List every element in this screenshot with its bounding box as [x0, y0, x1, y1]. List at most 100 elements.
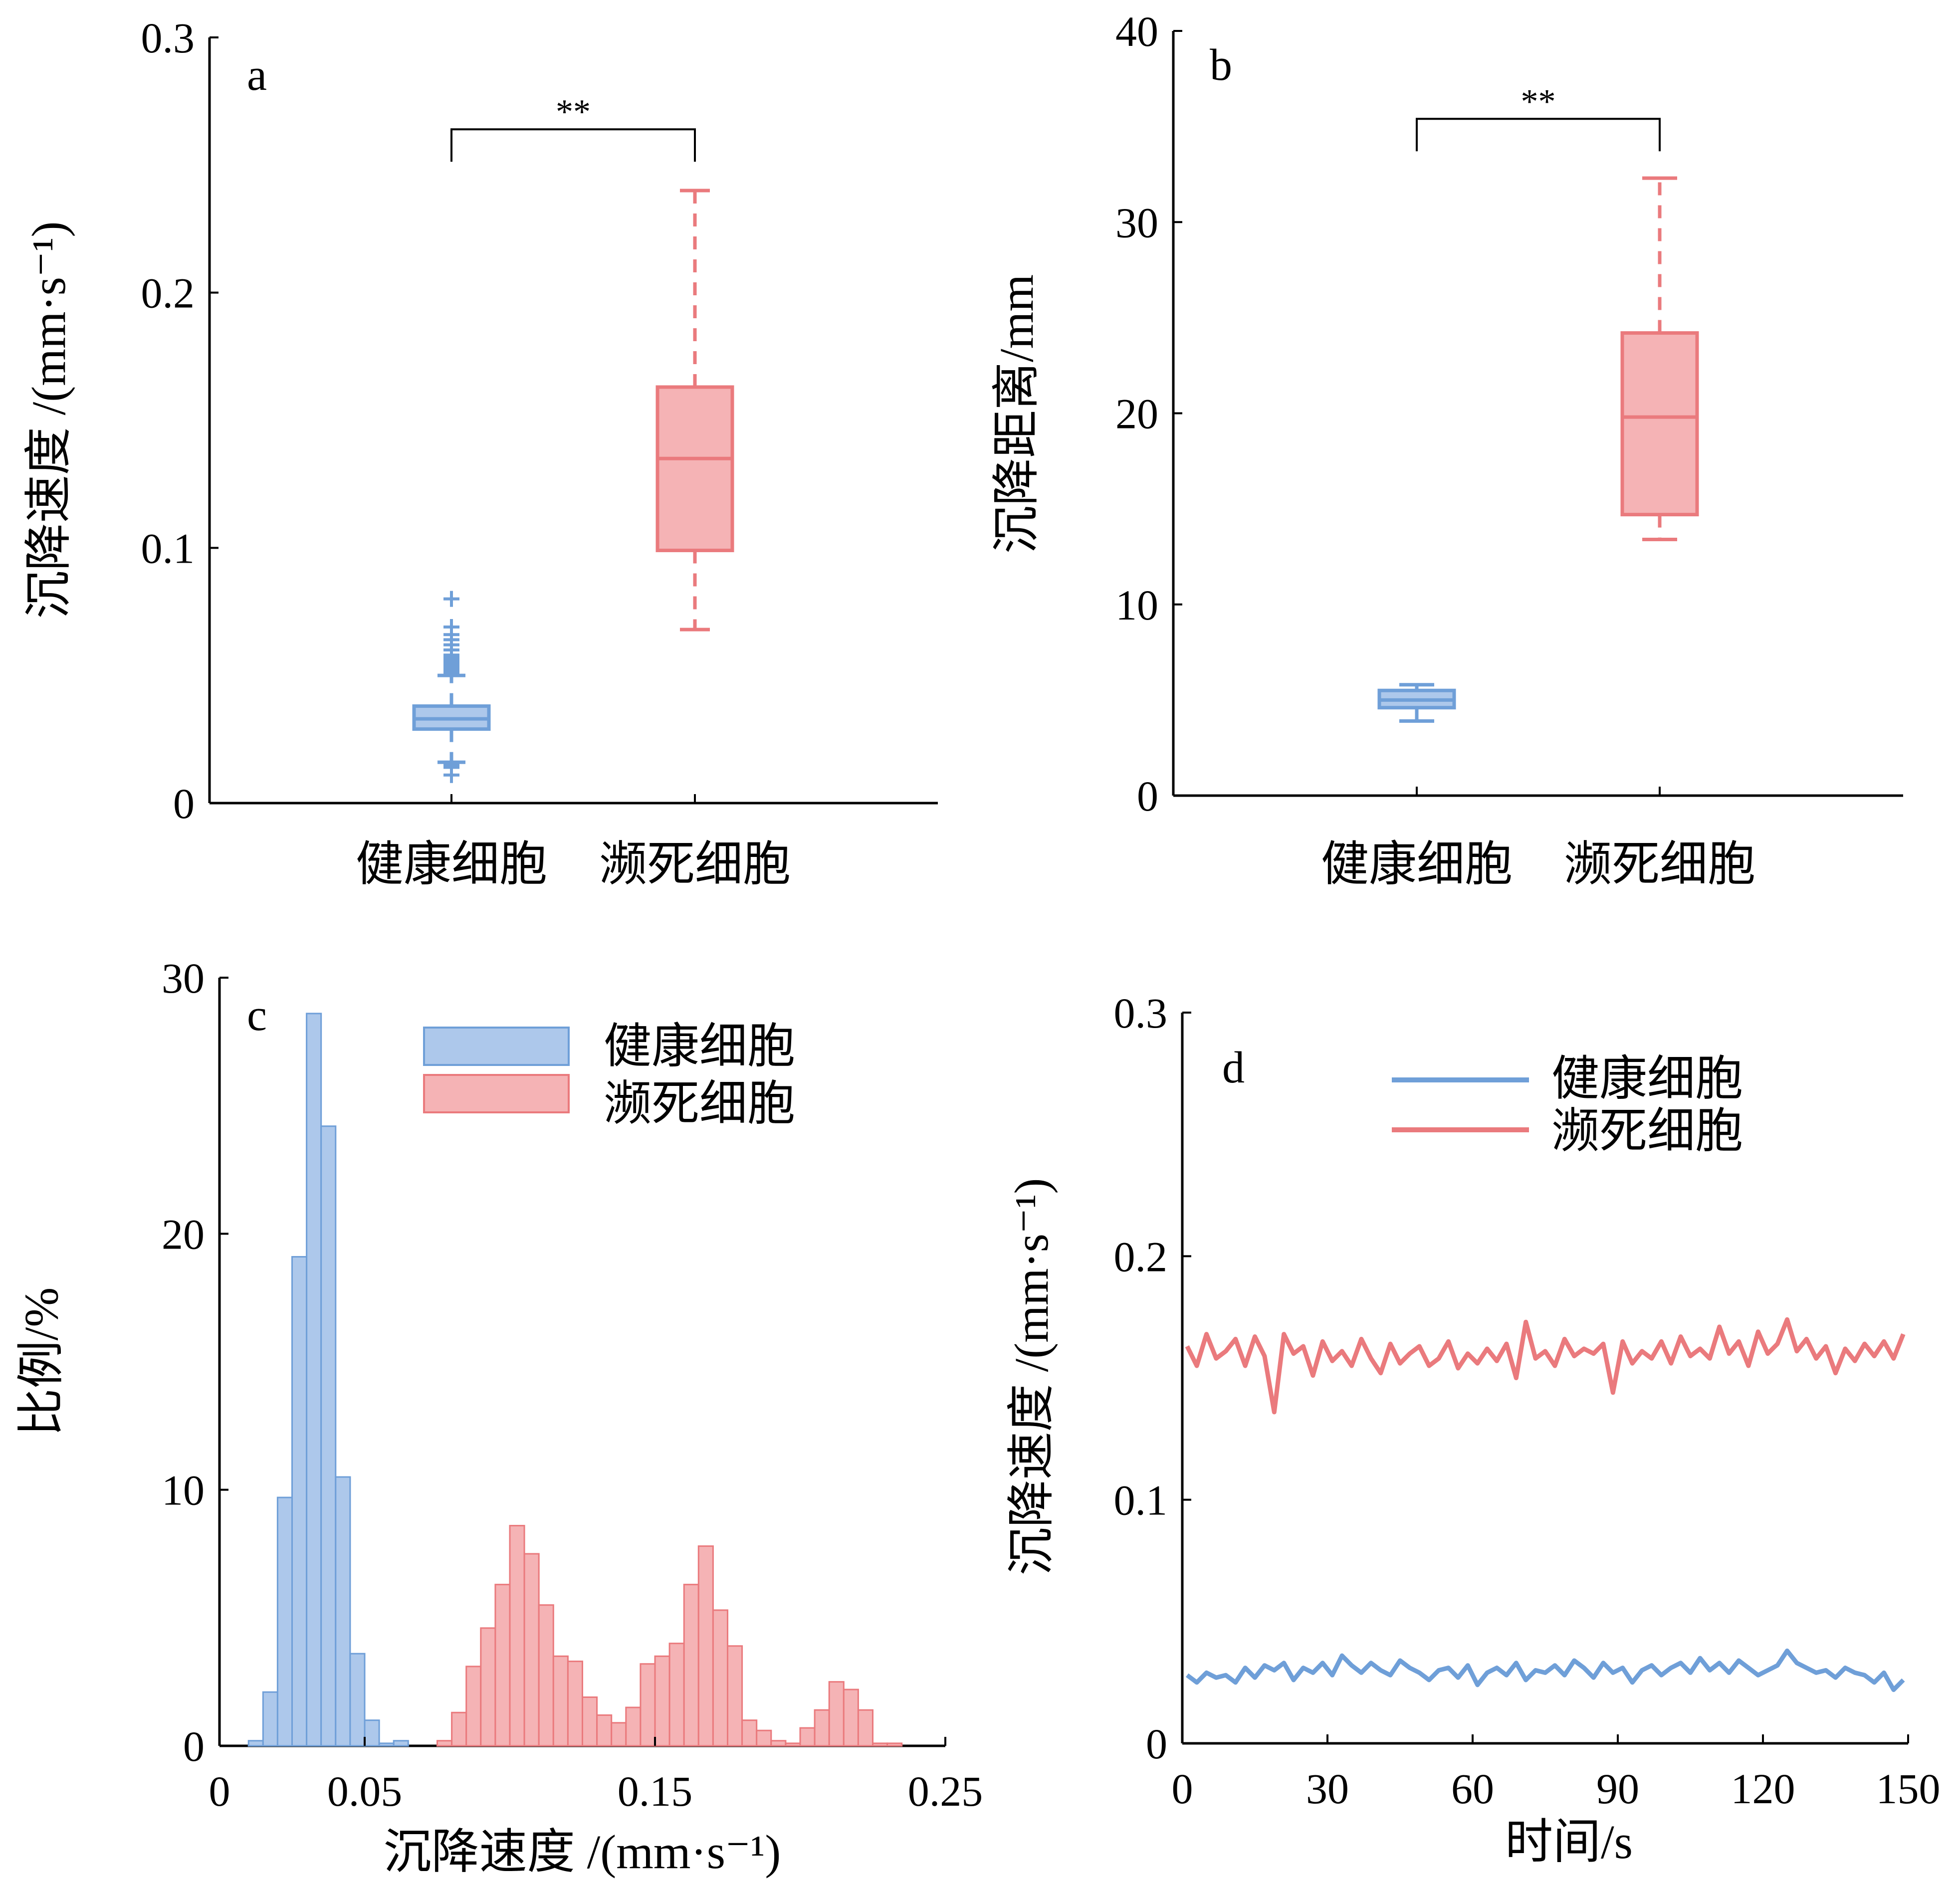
histogram-bar — [756, 1729, 772, 1747]
panel-d-lines — [1185, 1317, 1906, 1692]
histogram-bar — [668, 1643, 685, 1747]
panel-c-legend: 健康细胞 濒死细胞 — [423, 1020, 795, 1130]
histogram-bar — [378, 1742, 395, 1747]
histogram-bar — [436, 1740, 453, 1747]
y-tick-label: 0 — [1137, 772, 1158, 820]
outlier-marker — [443, 754, 459, 771]
y-tick-label: 0.3 — [1114, 989, 1168, 1037]
category-label: 健康细胞 — [356, 838, 547, 891]
box — [655, 385, 734, 552]
histogram-bar — [335, 1476, 351, 1747]
histogram-bar — [611, 1722, 627, 1747]
legend-swatch-necrotic — [423, 1074, 570, 1113]
panel-a-boxes — [412, 189, 734, 803]
histogram-bar — [872, 1742, 888, 1747]
x-tick-label: 60 — [1451, 1765, 1494, 1813]
panel-b-boxes — [1377, 176, 1699, 796]
significance-label: ** — [1521, 82, 1556, 121]
panel-b-significance: ** — [1416, 82, 1661, 152]
histogram-bar — [697, 1545, 714, 1747]
y-tick-label: 10 — [162, 1467, 205, 1514]
histogram-bar — [727, 1645, 743, 1747]
histogram-bar — [364, 1719, 380, 1747]
panel-c-bars — [247, 1013, 903, 1747]
histogram-bar — [770, 1740, 787, 1747]
panel-a-letter: a — [247, 50, 267, 100]
histogram-bar — [538, 1604, 554, 1747]
histogram-bar — [509, 1525, 525, 1747]
panel-c-x-label: 沉降速度 /(mm·s⁻¹) — [384, 1825, 781, 1879]
x-tick-label: 150 — [1876, 1765, 1941, 1813]
y-tick-label: 30 — [1115, 199, 1158, 246]
y-tick-label: 0.3 — [141, 14, 195, 62]
panel-b-y-label: 沉降距离/mm — [990, 274, 1043, 554]
panel-b-y-ticks: 0 10 20 30 40 — [1115, 7, 1182, 820]
histogram-bar — [552, 1655, 569, 1747]
panel-a: a 沉降速度 /(mm·s⁻¹) 0 0.1 0.2 0.3 ** 健康细胞 濒死细胞 — [22, 14, 938, 891]
y-tick-label: 0.1 — [141, 524, 195, 572]
significance-bracket — [450, 128, 696, 162]
panel-a-significance: ** — [450, 93, 696, 162]
box — [1620, 331, 1699, 517]
histogram-bar — [291, 1256, 308, 1747]
significance-label: ** — [556, 93, 591, 131]
x-tick-label: 0.25 — [908, 1767, 983, 1815]
panel-d-x-label: 时间/s — [1505, 1815, 1633, 1869]
panel-b-letter: b — [1210, 40, 1232, 90]
histogram-bar — [393, 1740, 409, 1747]
histogram-bar — [741, 1719, 758, 1747]
y-tick-label: 20 — [1115, 390, 1158, 438]
legend-label-healthy: 健康细胞 — [1551, 1052, 1743, 1105]
histogram-bar — [582, 1696, 598, 1747]
panel-a-y-ticks: 0 0.1 0.2 0.3 — [141, 14, 218, 828]
y-tick-label: 0 — [183, 1722, 205, 1770]
legend-label-necrotic: 濒死细胞 — [604, 1077, 795, 1130]
outlier-marker — [443, 591, 459, 607]
histogram-bar — [306, 1013, 322, 1747]
histogram-bar — [843, 1688, 859, 1747]
panel-d: d 沉降速度 /(mm·s⁻¹) 时间/s 0 0.1 0.2 0.3 0 30 60 90… — [1005, 989, 1941, 1869]
histogram-bar — [596, 1714, 613, 1747]
panel-a-categories: 健康细胞 濒死细胞 — [356, 838, 791, 891]
significance-bracket — [1416, 118, 1661, 152]
histogram-bar — [349, 1653, 366, 1747]
histogram-bar — [785, 1742, 801, 1747]
panel-c-x-ticks: 0 0.05 0.15 0.25 — [209, 1737, 983, 1815]
histogram-bar — [799, 1727, 816, 1747]
panel-b-categories: 健康细胞 濒死细胞 — [1321, 838, 1755, 891]
x-tick-label: 0 — [209, 1767, 230, 1815]
y-tick-label: 0.2 — [1114, 1233, 1168, 1280]
legend-swatch-healthy — [423, 1027, 570, 1066]
histogram-bar — [567, 1661, 584, 1747]
category-label: 濒死细胞 — [599, 838, 791, 891]
outlier-marker — [443, 619, 459, 635]
legend-label-necrotic: 濒死细胞 — [1551, 1104, 1743, 1158]
y-tick-label: 0 — [1146, 1720, 1167, 1768]
series-line — [1185, 1317, 1906, 1415]
histogram-bar — [465, 1666, 482, 1747]
panel-d-y-ticks: 0 0.1 0.2 0.3 — [1114, 989, 1191, 1768]
panel-c-letter: c — [247, 991, 267, 1040]
histogram-bar — [262, 1691, 278, 1747]
histogram-bar — [451, 1711, 467, 1747]
y-tick-label: 0.2 — [141, 269, 195, 317]
histogram-bar — [247, 1740, 264, 1747]
y-tick-label: 0 — [173, 780, 195, 828]
x-tick-label: 0.15 — [618, 1767, 693, 1815]
histogram-bar — [683, 1584, 699, 1747]
legend-label-healthy: 健康细胞 — [604, 1020, 795, 1073]
panel-b: b 沉降距离/mm 0 10 20 30 40 ** 健康细胞 濒死细胞 — [990, 7, 1903, 891]
panel-d-y-label: 沉降速度 /(mm·s⁻¹) — [1005, 1178, 1058, 1576]
series-line — [1185, 1648, 1905, 1692]
histogram-bar — [625, 1706, 642, 1747]
histogram-bar — [814, 1709, 830, 1747]
y-tick-label: 0.1 — [1114, 1476, 1168, 1524]
category-label: 濒死细胞 — [1564, 838, 1755, 891]
histogram-bar — [276, 1496, 293, 1747]
histogram-bar — [857, 1709, 874, 1747]
histogram-bar — [654, 1655, 670, 1747]
histogram-bar — [480, 1627, 496, 1747]
x-tick-label: 0.05 — [327, 1767, 403, 1815]
y-tick-label: 10 — [1115, 581, 1158, 629]
